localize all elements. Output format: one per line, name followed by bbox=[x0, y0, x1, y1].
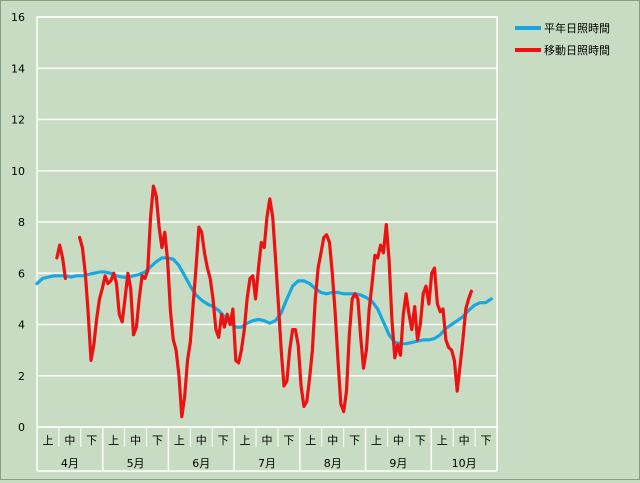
decade-label: 上 bbox=[240, 434, 251, 447]
month-label: 4月 bbox=[61, 457, 79, 470]
y-axis: 0 2 4 6 8 10 12 14 16 bbox=[11, 11, 25, 434]
decade-label: 中 bbox=[327, 434, 338, 447]
month-label: 7月 bbox=[258, 457, 276, 470]
decade-label: 中 bbox=[130, 434, 141, 447]
series-line bbox=[55, 243, 67, 280]
month-label: 6月 bbox=[192, 457, 210, 470]
y-tick-label: 10 bbox=[11, 165, 25, 178]
decade-label: 下 bbox=[152, 434, 163, 447]
month-label: 9月 bbox=[389, 457, 407, 470]
month-label: 5月 bbox=[127, 457, 145, 470]
decade-label: 中 bbox=[196, 434, 207, 447]
decade-label: 下 bbox=[349, 434, 360, 447]
decade-label: 下 bbox=[481, 434, 492, 447]
y-tick-label: 12 bbox=[11, 114, 25, 127]
y-tick-label: 2 bbox=[18, 370, 25, 383]
legend-label: 平年日照時間 bbox=[544, 21, 610, 35]
y-tick-label: 8 bbox=[18, 216, 25, 229]
decade-label: 上 bbox=[42, 434, 53, 447]
decade-label: 上 bbox=[371, 434, 382, 447]
month-label: 10月 bbox=[452, 457, 477, 470]
month-label: 8月 bbox=[324, 457, 342, 470]
legend-label: 移動日照時間 bbox=[544, 43, 610, 57]
y-tick-label: 16 bbox=[11, 11, 25, 24]
series-line bbox=[78, 184, 473, 419]
decade-label: 中 bbox=[459, 434, 470, 447]
y-tick-label: 14 bbox=[11, 62, 25, 75]
decade-label: 上 bbox=[108, 434, 119, 447]
y-tick-label: 0 bbox=[18, 421, 25, 434]
decade-label: 中 bbox=[393, 434, 404, 447]
y-tick-label: 4 bbox=[18, 319, 25, 332]
decade-label: 中 bbox=[262, 434, 273, 447]
decade-label: 下 bbox=[283, 434, 294, 447]
series-lines bbox=[35, 184, 493, 419]
decade-label: 中 bbox=[64, 434, 75, 447]
decade-label: 下 bbox=[86, 434, 97, 447]
y-tick-label: 6 bbox=[18, 267, 25, 280]
decade-label: 上 bbox=[305, 434, 316, 447]
decade-label: 上 bbox=[437, 434, 448, 447]
x-axis: 上中下4月上中下5月上中下6月上中下7月上中下8月上中下9月上中下10月 bbox=[36, 427, 498, 472]
decade-label: 上 bbox=[174, 434, 185, 447]
decade-label: 下 bbox=[415, 434, 426, 447]
decade-label: 下 bbox=[218, 434, 229, 447]
